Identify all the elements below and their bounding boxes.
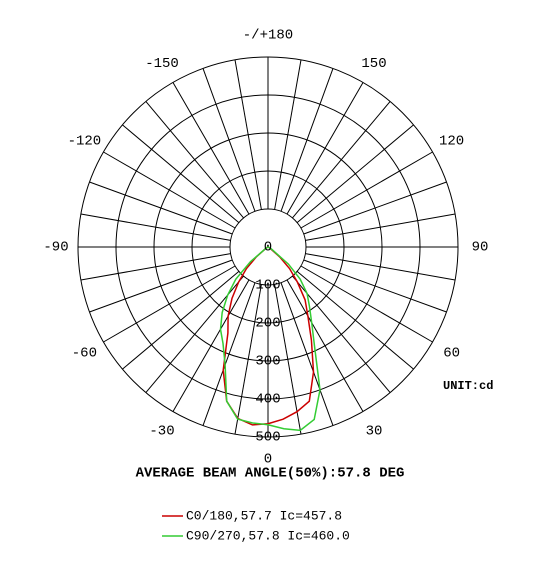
r-tick-label: 200: [255, 316, 280, 332]
angle-tick-label: -60: [72, 346, 97, 362]
angle-tick-label: -/+180: [243, 28, 293, 44]
ring: [77, 56, 459, 438]
chart-title: AVERAGE BEAM ANGLE(50%):57.8 DEG: [136, 466, 405, 482]
angle-tick-label: -150: [145, 56, 179, 72]
unit-label: UNIT:cd: [443, 379, 493, 393]
angle-tick-label: -30: [149, 423, 174, 439]
ring: [153, 132, 383, 362]
legend-label: C0/180,57.7 Ic=457.8: [186, 508, 342, 523]
angle-tick-label: 120: [439, 134, 464, 150]
ring: [229, 208, 307, 286]
r-tick-label: 300: [255, 354, 280, 370]
angle-tick-label: 0: [264, 452, 272, 468]
r-tick-label: 0: [264, 240, 272, 256]
r-tick-label: 400: [255, 392, 280, 408]
series: [219, 246, 321, 432]
angle-tick-label: 90: [472, 240, 489, 256]
angle-tick-label: -120: [68, 134, 102, 150]
angle-tick-label: 150: [361, 56, 386, 72]
angle-tick-label: 30: [366, 423, 383, 439]
ring: [115, 94, 421, 400]
curve: [222, 246, 315, 426]
r-tick-label: 100: [255, 278, 280, 294]
angle-tick-label: 60: [443, 346, 460, 362]
angle-tick-label: -90: [43, 240, 68, 256]
curve: [219, 246, 321, 432]
r-tick-label: 500: [255, 430, 280, 446]
ring: [191, 170, 345, 324]
legend-label: C90/270,57.8 Ic=460.0: [186, 528, 350, 543]
